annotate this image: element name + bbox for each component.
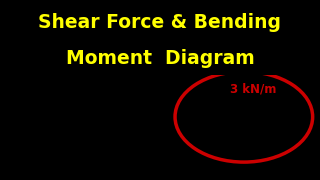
Text: Shear Force & Bending: Shear Force & Bending xyxy=(38,13,282,32)
Text: Overhanging
Beam: Overhanging Beam xyxy=(0,84,78,112)
Text: Moment  Diagram: Moment Diagram xyxy=(66,49,254,68)
Text: 3 kN/m: 3 kN/m xyxy=(230,83,276,96)
